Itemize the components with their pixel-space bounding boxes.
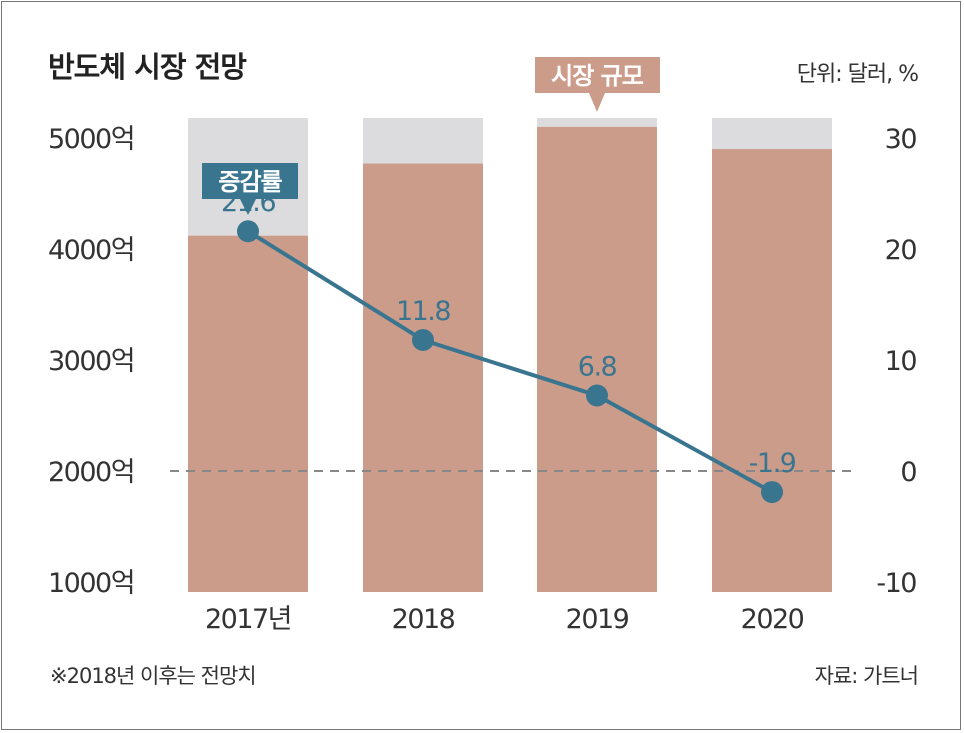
right-axis-ticks: 30 20 10 0 -10 <box>876 124 917 599</box>
right-tick-label: 20 <box>885 235 917 266</box>
left-tick-label: 5000억 <box>48 124 134 155</box>
right-tick-label: 0 <box>900 457 916 488</box>
growth-line <box>246 229 773 494</box>
growth-line-group <box>246 229 773 494</box>
left-tick-label: 3000억 <box>48 346 134 377</box>
growth-point <box>412 329 434 352</box>
callouts: 증감률 시장 규모 <box>202 57 660 215</box>
market-callout-box <box>535 57 660 93</box>
left-tick-label: 4000억 <box>48 235 134 266</box>
growth-point <box>761 481 783 504</box>
x-tick-label: 2019 <box>566 604 629 635</box>
growth-callout-label: 증감률 <box>218 168 282 196</box>
left-tick-label: 1000억 <box>48 568 134 599</box>
bar <box>712 149 832 592</box>
chart-title: 반도체 시장 전망 <box>48 50 247 84</box>
growth-data-label: -1.9 <box>749 448 796 479</box>
right-tick-label: -10 <box>876 568 916 599</box>
market-callout-label: 시장 규모 <box>551 62 644 90</box>
x-tick-label: 2020 <box>741 604 804 635</box>
bars <box>188 126 832 593</box>
source-label: 자료: 가트너 <box>814 664 919 688</box>
left-tick-label: 2000억 <box>48 457 134 488</box>
x-tick-label: 2017년 <box>205 604 291 635</box>
right-tick-label: 10 <box>885 346 917 377</box>
growth-data-label: 6.8 <box>578 352 617 383</box>
growth-point <box>237 220 259 243</box>
x-tick-label: 2018 <box>392 604 455 635</box>
market-callout-pointer <box>589 93 605 112</box>
x-axis-ticks: 2017년 2018 2019 2020 <box>205 604 805 635</box>
left-axis-ticks: 5000억 4000억 3000억 2000억 1000억 <box>48 124 136 599</box>
growth-points <box>237 220 783 504</box>
bar <box>537 126 657 593</box>
growth-callout-pointer <box>240 199 256 215</box>
unit-label: 단위: 달러, % <box>796 62 919 87</box>
bar <box>363 163 483 592</box>
right-tick-label: 30 <box>885 124 917 155</box>
footnote: ※2018년 이후는 전망치 <box>50 664 257 688</box>
growth-data-label: 11.8 <box>396 296 450 327</box>
growth-callout-box <box>202 163 298 199</box>
bar <box>188 235 308 592</box>
growth-point <box>586 384 608 407</box>
